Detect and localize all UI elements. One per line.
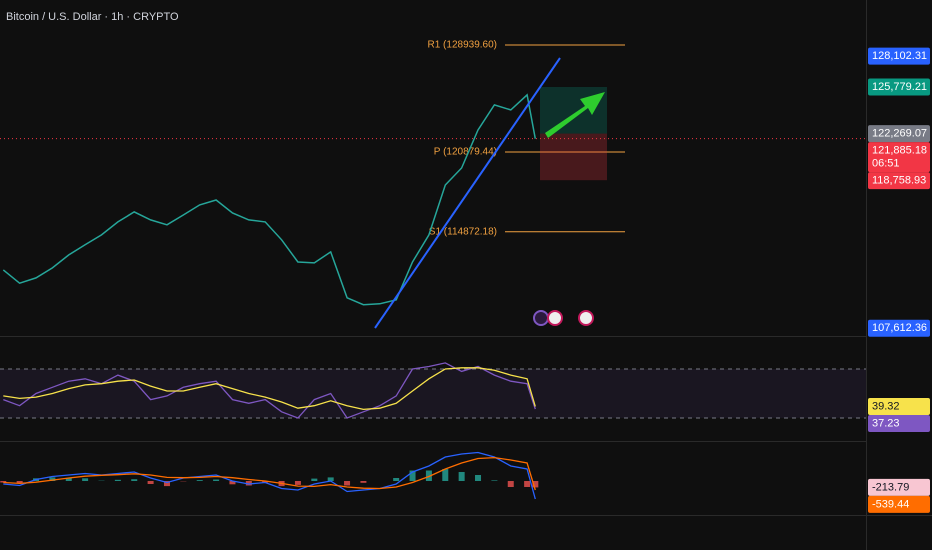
price-badge: [868, 319, 930, 337]
macd-histogram-bar: [229, 481, 236, 485]
pivot-label: R1 (128939.60): [428, 40, 498, 51]
badge-label: 107,612.36: [872, 322, 927, 334]
macd-histogram-bar: [327, 477, 334, 482]
badge-countdown: 06:51: [872, 157, 900, 169]
macd-histogram-bar: [114, 479, 121, 482]
trend-line[interactable]: [374, 57, 561, 329]
macd-histogram-bar: [442, 469, 449, 482]
event-icon[interactable]: [547, 310, 563, 326]
macd-histogram-bar: [360, 481, 367, 483]
badge-label: 122,269.07: [872, 127, 927, 139]
macd-histogram-bar: [262, 481, 269, 483]
macd-line: [3, 451, 536, 500]
chart-title: Bitcoin / U.S. Dollar · 1h · CRYPTO: [6, 11, 179, 23]
price-badge: [868, 495, 930, 513]
pivot-label: S1 (114872.18): [429, 226, 497, 237]
price-badge: [868, 78, 930, 96]
macd-histogram-bar: [491, 480, 498, 482]
badge-label: -539.44: [872, 498, 909, 510]
macd-line: [3, 456, 536, 491]
price-badge: [868, 415, 930, 433]
macd-histogram-bar: [344, 481, 351, 486]
macd-histogram-bar: [294, 481, 301, 485]
price-badge: [868, 125, 930, 143]
macd-histogram-bar: [65, 478, 72, 482]
macd-histogram-bar: [131, 479, 138, 482]
price-line: [2, 93, 537, 306]
macd-histogram-bar: [458, 472, 465, 482]
macd-histogram-bar: [163, 481, 170, 487]
macd-histogram-bar: [49, 477, 56, 482]
macd-histogram-bar: [507, 481, 514, 488]
macd-histogram-bar: [245, 481, 252, 486]
rsi-line: [3, 362, 536, 419]
price-badge: [868, 142, 930, 173]
macd-histogram-bar: [82, 478, 89, 482]
macd-histogram-bar: [16, 481, 23, 484]
badge-label: 37.23: [872, 417, 900, 429]
event-icon[interactable]: [533, 310, 549, 326]
macd-histogram-bar: [393, 478, 400, 482]
badge-label: -213.79: [872, 481, 909, 493]
macd-histogram-bar: [213, 479, 220, 482]
badge-label: 39.32: [872, 400, 900, 412]
price-badge: [868, 398, 930, 416]
axis-layer: 128,102.31 125,779.21 122,269.07 121,885.18…: [868, 47, 930, 513]
macd-histogram-bar: [196, 480, 203, 482]
event-icons: [533, 310, 594, 326]
position-loss: [540, 133, 607, 181]
macd-histogram-bar: [475, 475, 482, 482]
macd-histogram-bar: [311, 478, 318, 482]
badge-label: 125,779.21: [872, 81, 927, 93]
event-icon[interactable]: [578, 310, 594, 326]
macd-histogram-bar: [425, 470, 432, 482]
arrow-drawing[interactable]: [545, 92, 605, 138]
macd-histogram-bar: [147, 481, 154, 485]
badge-label: 128,102.31: [872, 50, 927, 62]
pivot-label: P (120879.44): [434, 147, 497, 158]
macd-histogram-bar: [0, 481, 7, 483]
price-badge: [868, 172, 930, 190]
main-layer: R1 (128939.60) P (120879.44) S1 (114872.18…: [0, 40, 866, 500]
macd-histogram-bar: [532, 481, 539, 488]
position-profit: [540, 86, 607, 134]
macd-histogram-bar: [524, 481, 531, 488]
rsi-line: [3, 367, 536, 411]
badge-label: 118,758.93: [872, 174, 926, 186]
price-badge: [868, 478, 930, 496]
price-badge: [868, 47, 930, 65]
badge-label: 121,885.18: [872, 144, 927, 156]
macd-histogram-bar: [409, 470, 416, 482]
